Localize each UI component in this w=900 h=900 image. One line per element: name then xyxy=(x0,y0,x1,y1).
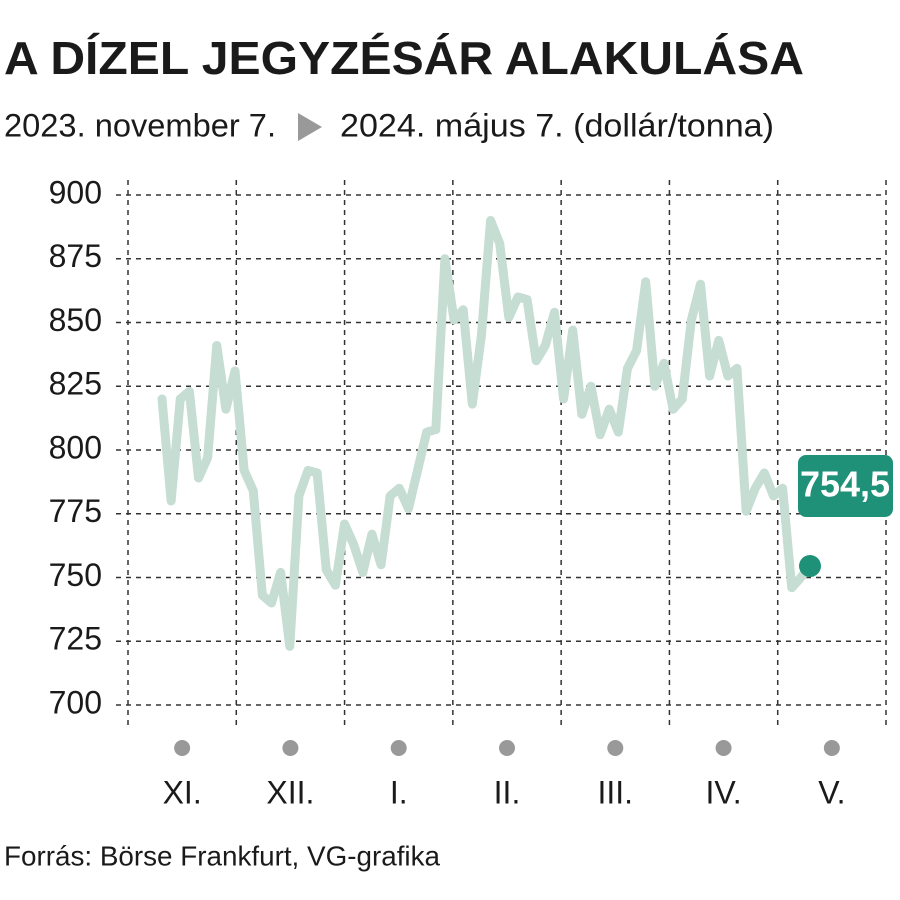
value-label: 754,5 xyxy=(800,464,890,505)
month-dot xyxy=(823,740,840,756)
month-dot xyxy=(282,740,299,756)
value-badge xyxy=(798,455,893,517)
y-tick-label: 775 xyxy=(49,493,102,529)
chart-title: A DÍZEL JEGYZÉSÁR ALAKULÁSA xyxy=(4,32,804,84)
month-dot xyxy=(607,740,624,756)
month-dot xyxy=(174,740,191,756)
x-tick-label: XII. xyxy=(266,774,314,810)
x-tick-label: III. xyxy=(598,774,634,810)
y-tick-label: 900 xyxy=(49,174,102,210)
data-line xyxy=(157,216,815,651)
y-tick-label: 850 xyxy=(49,302,102,338)
x-tick-label: IV. xyxy=(705,774,741,810)
month-dot xyxy=(390,740,407,756)
x-tick-label: I. xyxy=(390,774,408,810)
y-tick-label: 875 xyxy=(49,238,102,274)
month-dot xyxy=(715,740,732,756)
source-note: Forrás: Börse Frankfurt, VG-grafika xyxy=(4,840,440,871)
month-dot xyxy=(499,740,515,756)
y-tick-label: 800 xyxy=(49,429,102,465)
y-tick-label: 725 xyxy=(49,621,102,657)
x-tick-label: II. xyxy=(494,774,521,810)
y-tick-label: 750 xyxy=(49,557,102,593)
last-point xyxy=(799,555,821,578)
subtitle-end: 2024. május 7. (dollár/tonna) xyxy=(340,107,774,143)
y-tick-label: 700 xyxy=(49,684,102,720)
x-tick-label: XI. xyxy=(163,774,202,810)
subtitle-start: 2023. november 7. xyxy=(4,107,276,143)
x-tick-label: V. xyxy=(818,774,845,810)
y-tick-label: 825 xyxy=(49,366,102,402)
arrow-icon xyxy=(298,113,322,141)
